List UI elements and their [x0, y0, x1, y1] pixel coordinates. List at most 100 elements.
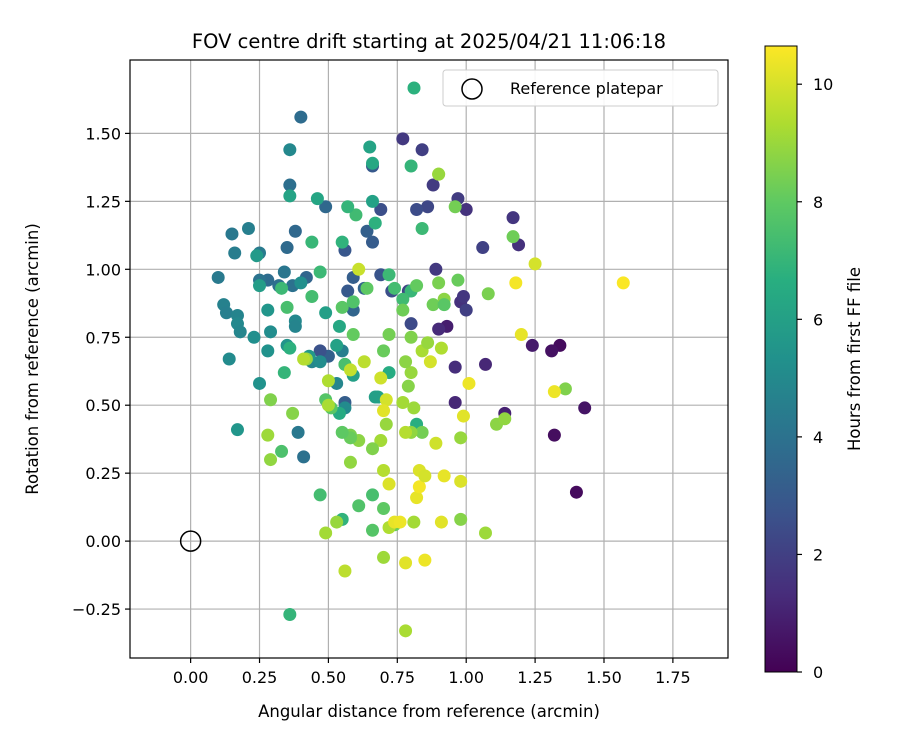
x-tick-label: 0.75	[379, 668, 415, 687]
legend-marker-points	[407, 81, 421, 95]
scatter-point	[454, 431, 468, 445]
colorbar-label: Hours from first FF file	[845, 267, 864, 451]
scatter-point	[545, 344, 559, 358]
scatter-point	[275, 281, 289, 295]
legend: Reference platepar	[407, 69, 719, 107]
scatter-point	[415, 425, 429, 439]
scatter-point	[264, 393, 278, 407]
scatter-point	[421, 336, 435, 350]
scatter-point	[286, 406, 300, 420]
scatter-point	[616, 276, 630, 290]
scatter-point	[332, 319, 346, 333]
scatter-point	[294, 110, 308, 124]
scatter-point	[404, 366, 418, 380]
scatter-point	[448, 200, 462, 214]
scatter-point	[476, 241, 490, 255]
scatter-point	[506, 211, 520, 225]
y-tick-label: −0.25	[72, 600, 121, 619]
scatter-point	[569, 485, 583, 499]
scatter-point	[261, 303, 275, 317]
scatter-point	[211, 270, 225, 284]
scatter-point	[368, 390, 382, 404]
x-tick-label: 1.75	[655, 668, 691, 687]
scatter-point	[481, 287, 495, 301]
x-tick-label: 0.00	[173, 668, 209, 687]
scatter-point	[514, 328, 528, 342]
scatter-point	[382, 477, 396, 491]
scatter-point	[374, 371, 388, 385]
scatter-point	[366, 194, 380, 208]
scatter-point	[280, 241, 294, 255]
scatter-point	[401, 379, 415, 393]
scatter-point	[233, 325, 247, 339]
legend-label-reference: Reference platepar	[510, 79, 663, 98]
scatter-point	[250, 249, 264, 263]
scatter-point	[456, 409, 470, 423]
scatter-point	[321, 374, 335, 388]
scatter-point	[399, 355, 413, 369]
scatter-point	[547, 385, 561, 399]
scatter-point	[310, 192, 324, 206]
scatter-point	[393, 515, 407, 529]
scatter-point	[578, 401, 592, 415]
scatter-point	[294, 276, 308, 290]
plot-frame	[129, 59, 729, 659]
scatter-point	[277, 265, 291, 279]
scatter-point	[434, 515, 448, 529]
scatter-point	[410, 491, 424, 505]
scatter-point	[366, 235, 380, 249]
scatter-point	[368, 216, 382, 230]
scatter-point	[319, 526, 333, 540]
reference-platepar-marker	[179, 530, 202, 552]
scatter-point	[241, 222, 255, 236]
scatter-point	[396, 303, 410, 317]
scatter-point	[525, 338, 539, 352]
scatter-point	[456, 289, 470, 303]
scatter-point	[396, 292, 410, 306]
scatter-point	[319, 200, 333, 214]
legend-marker-reference	[461, 78, 483, 100]
scatter-point	[219, 306, 233, 320]
scatter-point	[426, 178, 440, 192]
y-tick-label: 0.00	[85, 532, 121, 551]
scatter-point	[230, 423, 244, 437]
scatter-point	[410, 203, 424, 216]
scatter-point	[506, 230, 520, 244]
scatter-point	[335, 300, 349, 314]
scatter-point	[283, 143, 297, 157]
scatter-point	[275, 444, 289, 458]
scatter-point	[335, 235, 349, 249]
scatter-point	[421, 200, 435, 214]
scatter-point	[374, 434, 388, 448]
scatter-point	[432, 276, 446, 290]
plot-area: 0.00 0.25 0.50 0.75 1.00 1.25 1.50 1.75 −0.25 0.…	[72, 59, 729, 687]
scatter-point	[547, 428, 561, 442]
scatter-point	[478, 526, 492, 540]
scatter-point	[382, 328, 396, 342]
scatter-point	[388, 281, 402, 295]
scatter-point	[346, 295, 360, 309]
scatter-point	[377, 463, 391, 477]
y-tick-label: 0.75	[85, 328, 121, 347]
colorbar-tick-label: 8	[813, 193, 823, 212]
scatter-point	[313, 355, 327, 369]
scatter-point	[382, 268, 396, 282]
colorbar-tick-label: 10	[813, 75, 833, 94]
colorbar: 0 2 4 6 8 10 Hours from first FF file	[764, 45, 864, 682]
scatter-point	[396, 395, 410, 409]
scatter-point	[509, 276, 523, 290]
scatter-point	[404, 159, 418, 173]
y-tick-label: 1.00	[85, 260, 121, 279]
scatter-point	[280, 300, 294, 314]
scatter-point	[379, 417, 393, 431]
scatter-point	[343, 363, 357, 377]
scatter-point	[277, 366, 291, 380]
scatter-point	[412, 480, 426, 494]
colorbar-gradient	[764, 45, 798, 673]
scatter-point	[352, 262, 366, 276]
scatter-point	[261, 344, 275, 358]
y-tick-label: 0.25	[85, 464, 121, 483]
scatter-point	[558, 382, 572, 396]
scatter-point	[374, 203, 388, 216]
scatter-point	[305, 289, 319, 303]
